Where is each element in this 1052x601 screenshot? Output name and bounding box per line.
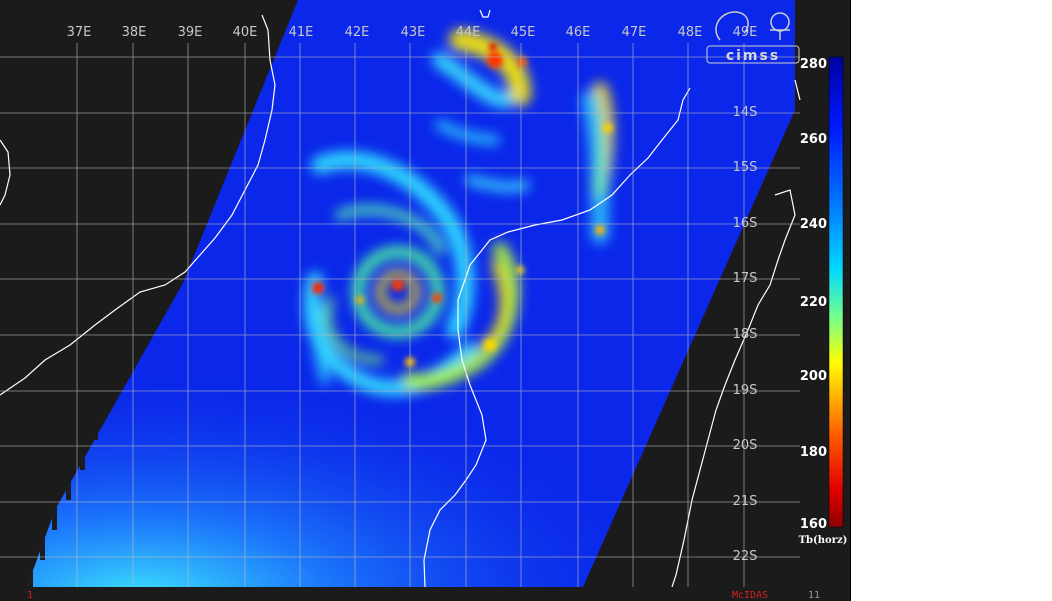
colorbar-tick: 180 bbox=[800, 445, 827, 460]
lat-label: 14S bbox=[733, 105, 758, 120]
latitude-labels: 14S 15S 16S 17S 18S 19S 20S 21S 22S bbox=[733, 105, 758, 564]
colorbar-tick: 240 bbox=[800, 217, 827, 232]
lon-label: 41E bbox=[289, 25, 314, 40]
colorbar-tick: 200 bbox=[800, 369, 827, 384]
lon-label: 40E bbox=[233, 25, 258, 40]
lon-label: 46E bbox=[566, 25, 591, 40]
footer-software: McIDAS bbox=[732, 590, 768, 601]
colorbar-unit: Tb(horz) bbox=[799, 535, 848, 546]
graticule bbox=[0, 43, 800, 587]
logo-text: cimss bbox=[726, 48, 780, 64]
colorbar-gradient bbox=[828, 56, 844, 528]
side-panel bbox=[850, 0, 1052, 601]
colorbar-tick: 280 bbox=[800, 57, 827, 72]
lat-label: 18S bbox=[733, 327, 758, 342]
lon-label: 37E bbox=[67, 25, 92, 40]
footer-right-index: 11 bbox=[808, 590, 820, 601]
lon-label: 39E bbox=[178, 25, 203, 40]
lon-label: 42E bbox=[345, 25, 370, 40]
lon-label: 43E bbox=[401, 25, 426, 40]
lon-label: 48E bbox=[678, 25, 703, 40]
colorbar: 280 260 240 220 200 180 160 Tb(horz) bbox=[799, 56, 848, 546]
colorbar-tick: 260 bbox=[800, 132, 827, 147]
lat-label: 16S bbox=[733, 216, 758, 231]
lat-label: 15S bbox=[733, 160, 758, 175]
longitude-labels: 37E 38E 39E 40E 41E 42E 43E 44E 45E 46E … bbox=[67, 25, 758, 40]
lat-label: 17S bbox=[733, 271, 758, 286]
coastlines bbox=[0, 9, 801, 588]
footer: 1 McIDAS 11 bbox=[0, 587, 850, 601]
lat-label: 19S bbox=[733, 383, 758, 398]
microwave-image-map: 37E 38E 39E 40E 41E 42E 43E 44E 45E 46E … bbox=[0, 0, 850, 601]
lat-label: 22S bbox=[733, 549, 758, 564]
cimss-logo: cimss bbox=[706, 11, 800, 64]
lat-label: 20S bbox=[733, 438, 758, 453]
lon-label: 38E bbox=[122, 25, 147, 40]
lat-label: 21S bbox=[733, 494, 758, 509]
storm-bands bbox=[304, 29, 614, 396]
colorbar-tick: 160 bbox=[800, 517, 827, 532]
lon-label: 47E bbox=[622, 25, 647, 40]
colorbar-tick: 220 bbox=[800, 295, 827, 310]
lon-label: 45E bbox=[511, 25, 536, 40]
footer-left-index: 1 bbox=[27, 590, 33, 601]
lon-label: 44E bbox=[456, 25, 481, 40]
